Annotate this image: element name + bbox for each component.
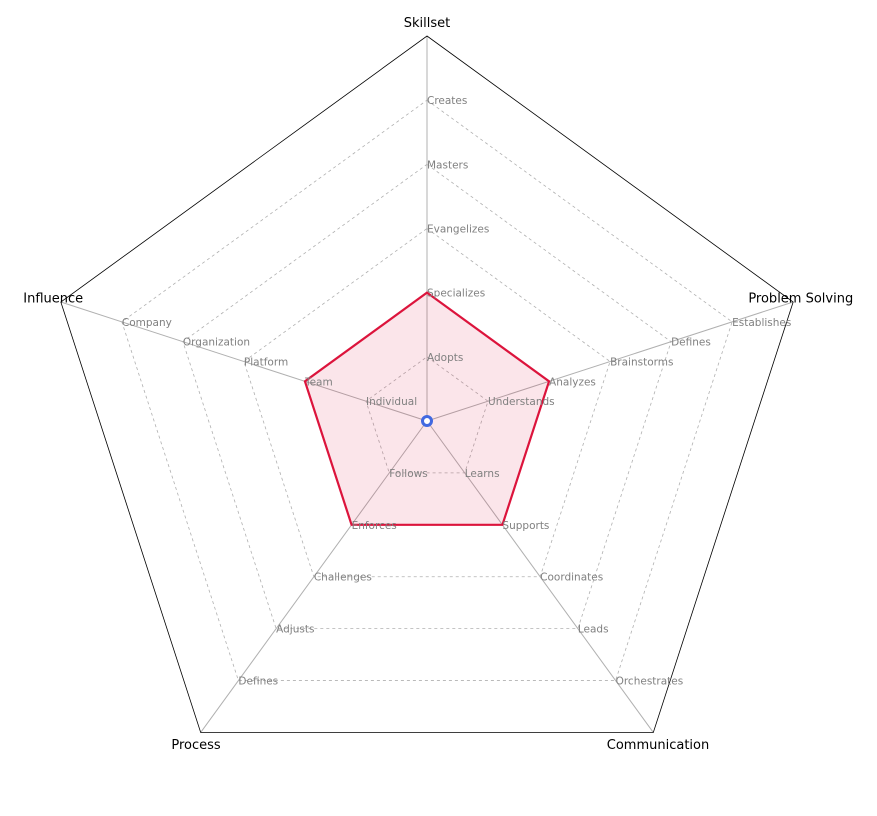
level-label-platform: Platform (244, 357, 288, 369)
level-label-specializes: Specializes (427, 288, 485, 300)
grid-ring-5 (121, 99, 733, 681)
level-label-company: Company (122, 317, 172, 329)
level-label-challenges: Challenges (314, 572, 372, 584)
level-label-leads: Leads (578, 624, 609, 636)
axis-title-skillset: Skillset (404, 16, 450, 31)
center-marker (421, 415, 433, 427)
level-label-team: Team (304, 376, 333, 388)
level-label-creates: Creates (427, 95, 467, 107)
data-layer (303, 291, 551, 526)
level-label-masters: Masters (427, 159, 468, 171)
level-label-individual: Individual (366, 396, 417, 408)
level-label-organization: Organization (183, 337, 250, 349)
level-label-brainstorms: Brainstorms (610, 357, 673, 369)
level-label-defines: Defines (671, 337, 711, 349)
grid-ring-3 (243, 228, 611, 578)
data-area (304, 292, 550, 525)
level-label-evangelizes: Evangelizes (427, 224, 489, 236)
grid-ring-1 (365, 356, 489, 474)
level-label-adjusts: Adjusts (276, 624, 314, 636)
level-label-supports: Supports (502, 520, 549, 532)
level-label-adopts: Adopts (427, 352, 463, 364)
level-label-analyzes: Analyzes (549, 376, 596, 388)
spoke-communication (426, 420, 654, 733)
level-label-learns: Learns (465, 468, 500, 480)
outer-frame (60, 35, 794, 733)
level-label-enforces: Enforces (352, 520, 397, 532)
grid-layer (60, 35, 794, 733)
spoke-influence (60, 301, 428, 422)
label-layer: Adopts Specializes Evangelizes Masters Creat… (23, 16, 853, 753)
level-label-follows: Follows (389, 468, 427, 480)
axis-title-problem-solving: Problem Solving (748, 292, 853, 307)
level-label-coordinates: Coordinates (540, 572, 603, 584)
data-line (303, 291, 551, 526)
spoke-process (200, 420, 428, 733)
level-label-defines: Defines (238, 676, 278, 688)
axis-title-process: Process (171, 738, 221, 753)
level-label-establishes: Establishes (732, 317, 791, 329)
level-label-understands: Understands (488, 396, 555, 408)
level-label-orchestrates: Orchestrates (616, 676, 684, 688)
axis-title-influence: Influence (23, 292, 83, 307)
spoke-problem-solving (426, 301, 794, 422)
axis-title-communication: Communication (607, 738, 709, 753)
